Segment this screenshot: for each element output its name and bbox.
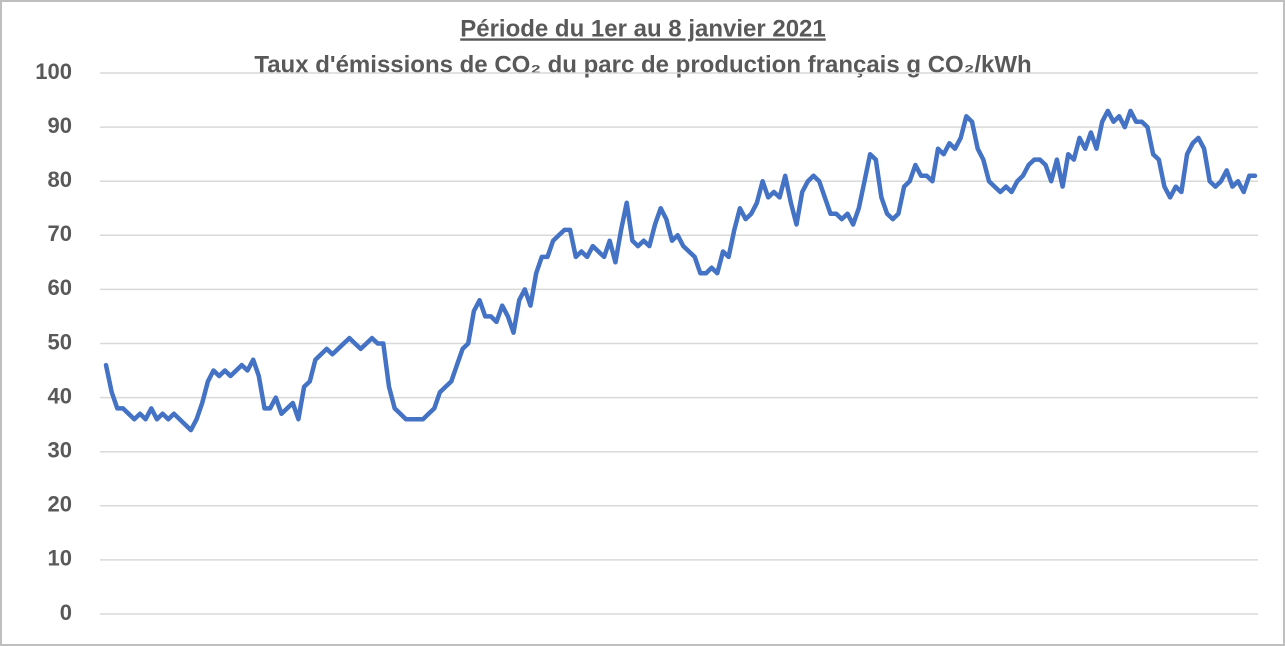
y-tick-label: 100 — [35, 59, 72, 84]
y-tick-label: 30 — [48, 438, 72, 463]
y-tick-label: 60 — [48, 275, 72, 300]
y-tick-label: 40 — [48, 383, 72, 408]
y-tick-label: 50 — [48, 329, 72, 354]
chart-subtitle: Taux d'émissions de CO₂ du parc de produ… — [254, 51, 1031, 78]
y-tick-label: 80 — [48, 167, 72, 192]
chart-title: Période du 1er au 8 janvier 2021 — [460, 15, 826, 42]
data-line — [103, 108, 1258, 433]
y-tick-label: 20 — [48, 492, 72, 517]
y-tick-label: 90 — [48, 113, 72, 138]
y-tick-label: 70 — [48, 221, 72, 246]
y-tick-label: 0 — [60, 600, 72, 625]
y-tick-label: 10 — [48, 546, 72, 571]
